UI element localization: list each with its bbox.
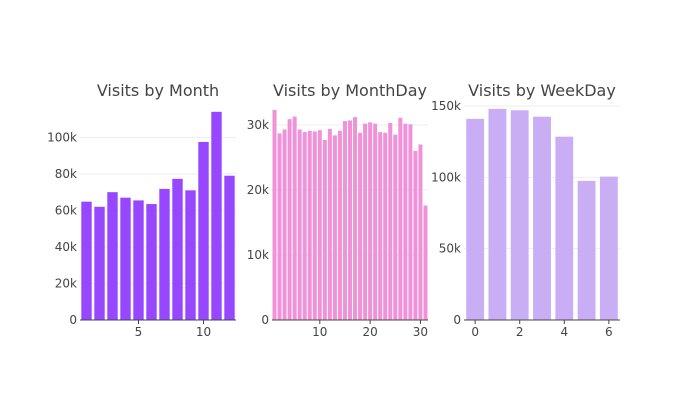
bar[interactable] — [146, 204, 157, 320]
x-tick-label: 10 — [196, 325, 211, 339]
bar[interactable] — [413, 150, 418, 320]
bar[interactable] — [347, 120, 353, 321]
bar[interactable] — [358, 132, 363, 320]
bar[interactable] — [368, 122, 373, 321]
bar[interactable] — [94, 206, 105, 320]
bar[interactable] — [555, 136, 574, 320]
x-tick-label: 2 — [516, 325, 524, 339]
x-tick-label: 0 — [471, 325, 479, 339]
bar[interactable] — [322, 139, 327, 320]
bar[interactable] — [277, 133, 282, 320]
bar[interactable] — [287, 119, 292, 320]
bar[interactable] — [317, 130, 322, 320]
bar[interactable] — [282, 129, 287, 320]
bar[interactable] — [353, 117, 358, 320]
bar[interactable] — [292, 116, 297, 320]
bar[interactable] — [337, 130, 342, 320]
y-tick-label: 0 — [453, 313, 461, 327]
subplot-3: 0 50k 100k 150k 0 2 4 6 Visits by WeekDay — [431, 81, 620, 339]
x-tick-label: 4 — [560, 325, 568, 339]
bar[interactable] — [398, 117, 403, 321]
bar[interactable] — [373, 123, 378, 320]
bar[interactable] — [185, 190, 196, 320]
y-tick-label: 20k — [247, 183, 269, 197]
y-tick-label: 0 — [261, 313, 269, 327]
y-tick-label: 20k — [55, 276, 77, 290]
chart-title: Visits by MonthDay — [273, 81, 427, 100]
bar[interactable] — [159, 188, 170, 320]
bar[interactable] — [224, 175, 235, 320]
bar[interactable] — [297, 129, 302, 320]
y-tick-label: 10k — [247, 248, 269, 262]
subplot-2: 0 10k 20k 30k 10 20 30 Visits by MonthDay — [247, 81, 428, 339]
y-tick-label: 100k — [431, 170, 461, 184]
bar[interactable] — [510, 110, 529, 320]
y-tick-label: 50k — [439, 242, 461, 256]
bar[interactable] — [418, 144, 423, 320]
bar[interactable] — [81, 201, 92, 320]
bar[interactable] — [312, 131, 317, 320]
bar[interactable] — [408, 124, 413, 320]
chart-title: Visits by WeekDay — [468, 81, 616, 100]
x-tick-label: 20 — [362, 325, 377, 339]
x-tick-label: 10 — [312, 325, 327, 339]
bar[interactable] — [342, 121, 347, 320]
bar[interactable] — [488, 108, 507, 320]
bar[interactable] — [403, 123, 408, 320]
bar[interactable] — [327, 128, 332, 320]
subplot-1: 0 20k 40k 60k 80k 100k 5 10 Visits by Month — [47, 81, 236, 339]
y-tick-label: 60k — [55, 203, 77, 217]
bar[interactable] — [388, 123, 393, 320]
bar[interactable] — [332, 135, 337, 320]
bar[interactable] — [393, 134, 398, 320]
bar[interactable] — [466, 118, 485, 320]
x-tick-label: 6 — [605, 325, 613, 339]
y-tick-label: 100k — [47, 130, 77, 144]
bar[interactable] — [307, 130, 312, 320]
y-tick-label: 30k — [247, 118, 269, 132]
bar[interactable] — [172, 178, 183, 320]
y-tick-label: 150k — [431, 99, 461, 113]
bar[interactable] — [577, 180, 596, 320]
bar[interactable] — [533, 116, 551, 320]
bar[interactable] — [423, 205, 428, 320]
bar[interactable] — [378, 132, 383, 320]
bar[interactable] — [383, 132, 388, 320]
x-tick-label: 5 — [135, 325, 143, 339]
bar[interactable] — [272, 110, 277, 320]
bar[interactable] — [211, 111, 222, 321]
bar[interactable] — [302, 132, 307, 320]
bar[interactable] — [107, 192, 118, 320]
bar[interactable] — [599, 176, 618, 320]
y-tick-label: 80k — [55, 167, 77, 181]
x-tick-label: 30 — [413, 325, 428, 339]
chart-title: Visits by Month — [97, 81, 219, 100]
bar[interactable] — [198, 141, 209, 320]
bar[interactable] — [363, 123, 368, 320]
bar[interactable] — [120, 197, 131, 320]
y-tick-label: 40k — [55, 240, 77, 254]
bar[interactable] — [133, 200, 144, 320]
y-tick-label: 0 — [69, 313, 77, 327]
